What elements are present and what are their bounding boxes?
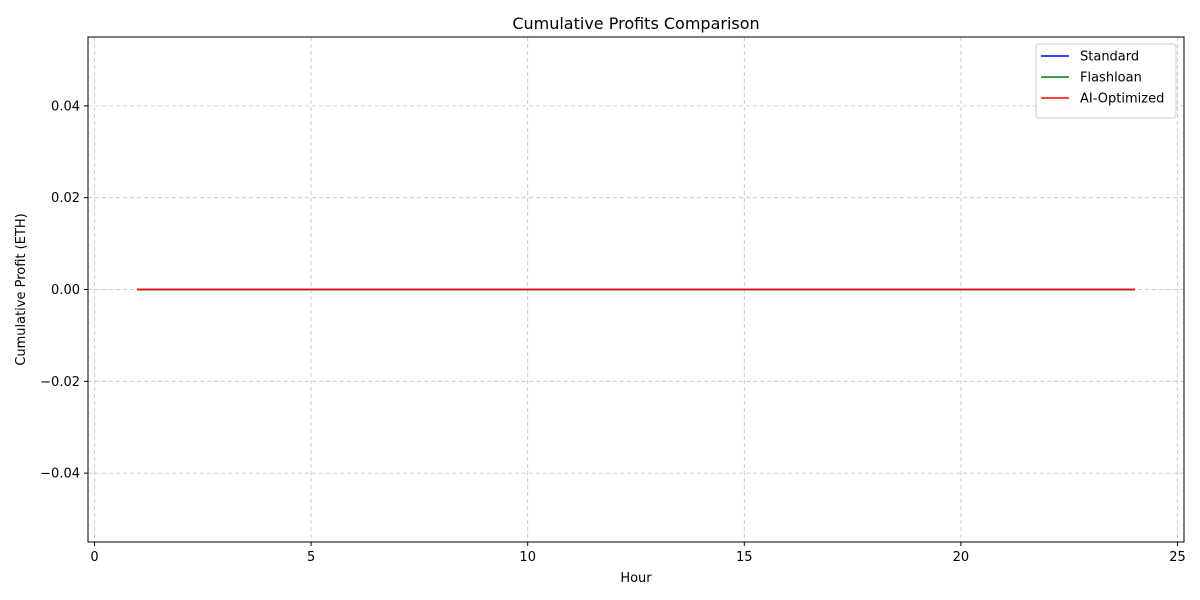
legend: Standard Flashloan AI-Optimized <box>1035 43 1177 119</box>
y-tick-label: 0.00 <box>51 283 80 298</box>
x-tick-label: 20 <box>953 550 970 565</box>
y-axis: −0.04 −0.02 0.00 0.02 0.04 <box>40 99 88 482</box>
y-tick-label: −0.02 <box>40 375 80 390</box>
legend-box <box>1035 43 1177 119</box>
legend-label-flashloan: Flashloan <box>1080 71 1142 86</box>
x-axis-title: Hour <box>620 571 652 586</box>
y-tick-label: 0.04 <box>51 99 80 114</box>
legend-label-ai-optimized: AI-Optimized <box>1080 92 1164 107</box>
y-axis-title: Cumulative Profit (ETH) <box>14 213 29 365</box>
legend-label-standard: Standard <box>1080 50 1139 65</box>
y-tick-label: 0.02 <box>51 191 80 206</box>
x-tick-label: 10 <box>519 550 536 565</box>
chart-title: Cumulative Profits Comparison <box>512 14 759 33</box>
x-tick-label: 5 <box>307 550 315 565</box>
x-tick-label: 25 <box>1169 550 1186 565</box>
x-tick-label: 15 <box>736 550 753 565</box>
x-axis: 0 5 10 15 20 25 <box>90 542 1186 565</box>
y-tick-label: −0.04 <box>40 467 80 482</box>
x-tick-label: 0 <box>90 550 98 565</box>
